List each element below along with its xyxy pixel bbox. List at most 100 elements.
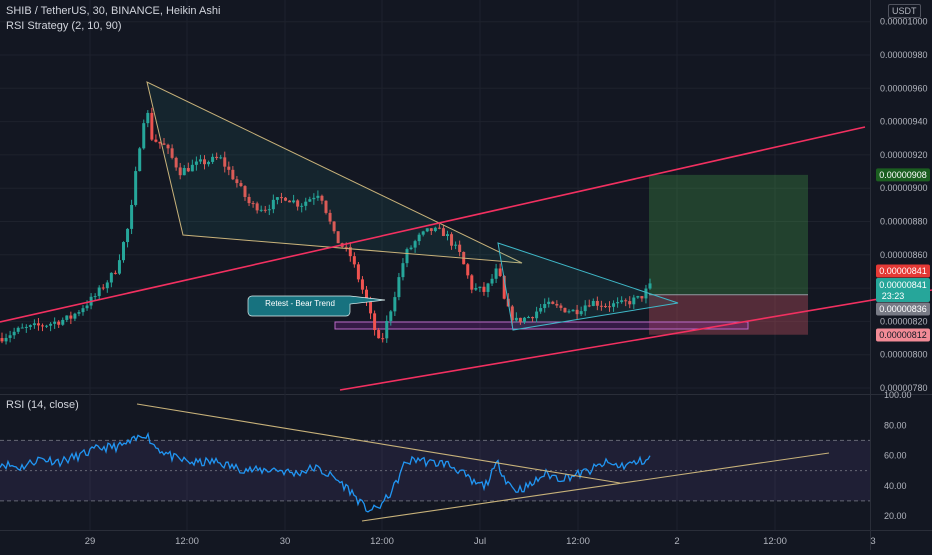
candle [421,230,425,237]
candle-body [421,231,425,235]
candle-body [73,313,77,319]
candle-body [603,306,607,308]
candle [113,270,117,275]
candle-body [579,311,583,315]
candle-body [450,234,454,246]
x-tick-label: 2 [674,536,679,547]
candle [437,223,441,230]
candle [385,315,389,343]
candle-body [559,305,563,308]
candle [620,296,624,304]
candle-body [454,244,458,246]
candle [316,190,320,201]
candle [304,197,308,211]
candle-body [531,317,535,319]
candle [446,230,449,241]
current-price-text: 0.00000841 [879,280,927,290]
candle [547,297,551,308]
candle-body [575,309,579,315]
candle-body [547,301,551,305]
candle [429,228,433,236]
candle-body [69,315,73,319]
candle [105,280,109,293]
candle [296,199,300,211]
x-tick-label: 29 [85,536,96,547]
candle [292,194,296,204]
candle-body [247,196,251,204]
candle [231,166,235,181]
candle-body [20,327,24,329]
candle [271,194,275,214]
candle [162,138,166,145]
candle-body [12,331,16,336]
candle-body [263,209,267,211]
candle [608,301,611,312]
candle-body [413,241,417,248]
candle [24,324,28,333]
channel-lower-line [339,289,932,391]
symbol-legend[interactable]: SHIB / TetherUS, 30, BINANCE, Heikin Ash… [6,5,221,17]
candle [583,300,587,316]
candle [247,193,251,207]
candle-body [648,283,652,289]
rsi-tick-label: 60.00 [884,451,907,461]
candle-body [425,228,429,232]
candle-body [158,141,162,144]
candle-body [332,221,336,232]
candle-body [16,327,20,332]
candle-body [591,300,595,306]
candle-body [85,305,89,309]
candle-body [162,143,166,145]
candle [259,205,263,213]
candle [466,262,470,279]
candle-body [4,337,8,342]
candle [122,241,125,263]
rsi-legend[interactable]: RSI (14, close) [6,399,79,411]
currency-badge[interactable]: USDT [888,4,921,18]
candle-body [595,300,599,306]
candle [267,204,271,216]
candle-body [336,231,340,244]
candle [138,146,142,172]
candle [263,205,267,213]
candle [251,200,255,208]
candle [182,165,186,176]
rsi-trendline-down [136,403,621,484]
x-tick-label: 12:00 [566,536,590,547]
candle [45,324,49,329]
candle-body [522,317,526,323]
candle-body [308,199,312,202]
candle-body [365,289,368,302]
candle [632,294,636,309]
y-tick-label: 0.00000820 [880,316,928,326]
candle [433,226,437,233]
candle-body [198,159,202,162]
candle [360,276,364,294]
candle-body [227,166,231,170]
candle-body [401,263,405,278]
candle-body [551,301,555,304]
rsi-line [0,431,651,513]
y-tick-label: 0.00000860 [880,250,928,260]
candle [486,282,490,298]
candle-body [146,112,150,124]
candle-body [93,296,97,298]
candle-body [288,200,292,203]
candle-body [207,161,211,165]
candle [336,231,340,244]
candle [498,263,502,278]
candle-body [81,308,85,313]
candle [117,254,121,275]
candle-body [134,171,138,205]
candle-body [24,326,28,328]
candle-body [571,309,575,312]
strategy-legend[interactable]: RSI Strategy (2, 10, 90) [6,20,122,32]
y-tick-label: 0.00000900 [880,183,928,193]
candle-body [328,212,332,222]
candle [510,304,514,326]
candle-body [150,112,154,140]
candle [227,161,231,176]
candle-body [41,325,44,327]
